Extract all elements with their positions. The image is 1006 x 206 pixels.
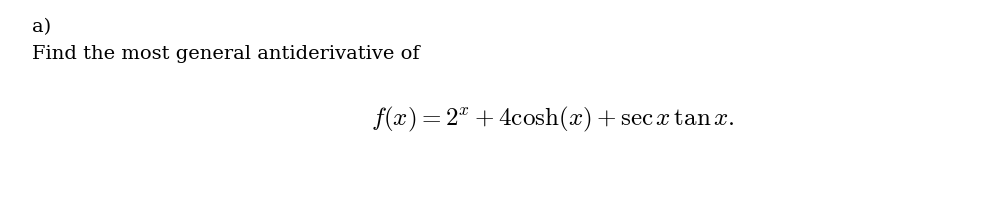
Text: Find the most general antiderivative of: Find the most general antiderivative of: [32, 45, 420, 63]
Text: $f(x) = 2^{x} + 4\cosh(x) + \sec x\,\tan x.$: $f(x) = 2^{x} + 4\cosh(x) + \sec x\,\tan…: [371, 105, 734, 134]
Text: a): a): [32, 18, 51, 36]
